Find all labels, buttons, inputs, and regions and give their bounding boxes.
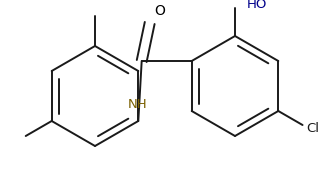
Text: NH: NH — [128, 99, 148, 112]
Text: HO: HO — [247, 0, 267, 11]
Text: Cl: Cl — [306, 121, 319, 134]
Text: O: O — [155, 4, 166, 18]
